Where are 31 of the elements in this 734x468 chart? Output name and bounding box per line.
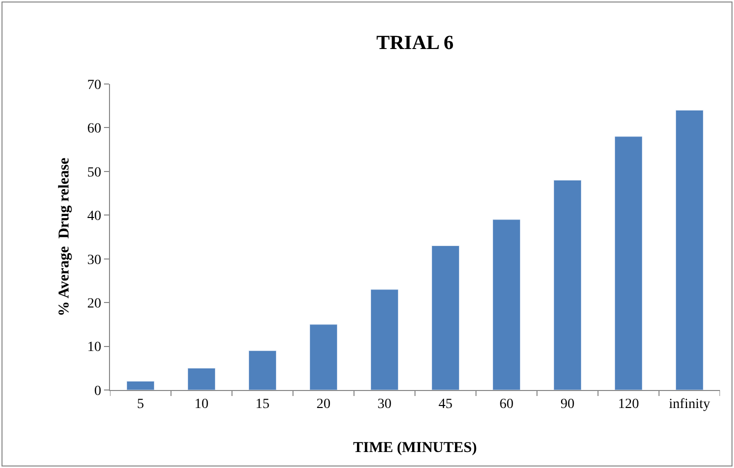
bar	[614, 136, 642, 390]
bar	[310, 324, 338, 390]
y-axis-title: % Average Drug release	[56, 157, 72, 316]
x-tick-label: 60	[500, 396, 514, 412]
bar	[676, 110, 704, 390]
y-tick-label: 20	[87, 296, 102, 312]
x-tick-label: 10	[194, 396, 208, 412]
x-tick-label: 30	[378, 396, 392, 412]
x-tick-label: 5	[137, 396, 144, 412]
y-tick-label: 60	[87, 122, 102, 137]
bar	[432, 245, 460, 390]
bar	[554, 180, 582, 390]
bar	[188, 368, 216, 390]
y-tick-label: 0	[94, 384, 102, 399]
x-tick-label: 90	[560, 396, 574, 412]
y-tick-label: 40	[87, 209, 102, 224]
x-tick-label: 20	[316, 396, 330, 412]
bar	[492, 219, 520, 390]
x-tick-label: 120	[618, 396, 639, 412]
bar	[370, 289, 398, 390]
bar	[126, 381, 154, 390]
y-tick-label: 50	[87, 165, 102, 180]
chart-title: TRIAL 6	[376, 32, 454, 54]
y-tick-label: 70	[87, 78, 102, 93]
y-tick-label: 10	[87, 340, 102, 356]
y-tick-label: 30	[87, 252, 102, 268]
bar	[248, 350, 276, 390]
x-tick-label: infinity	[668, 396, 710, 412]
x-tick-label: 45	[438, 396, 452, 412]
x-tick-label: 15	[256, 396, 270, 412]
x-axis-title: TIME (MINUTES)	[353, 440, 477, 456]
